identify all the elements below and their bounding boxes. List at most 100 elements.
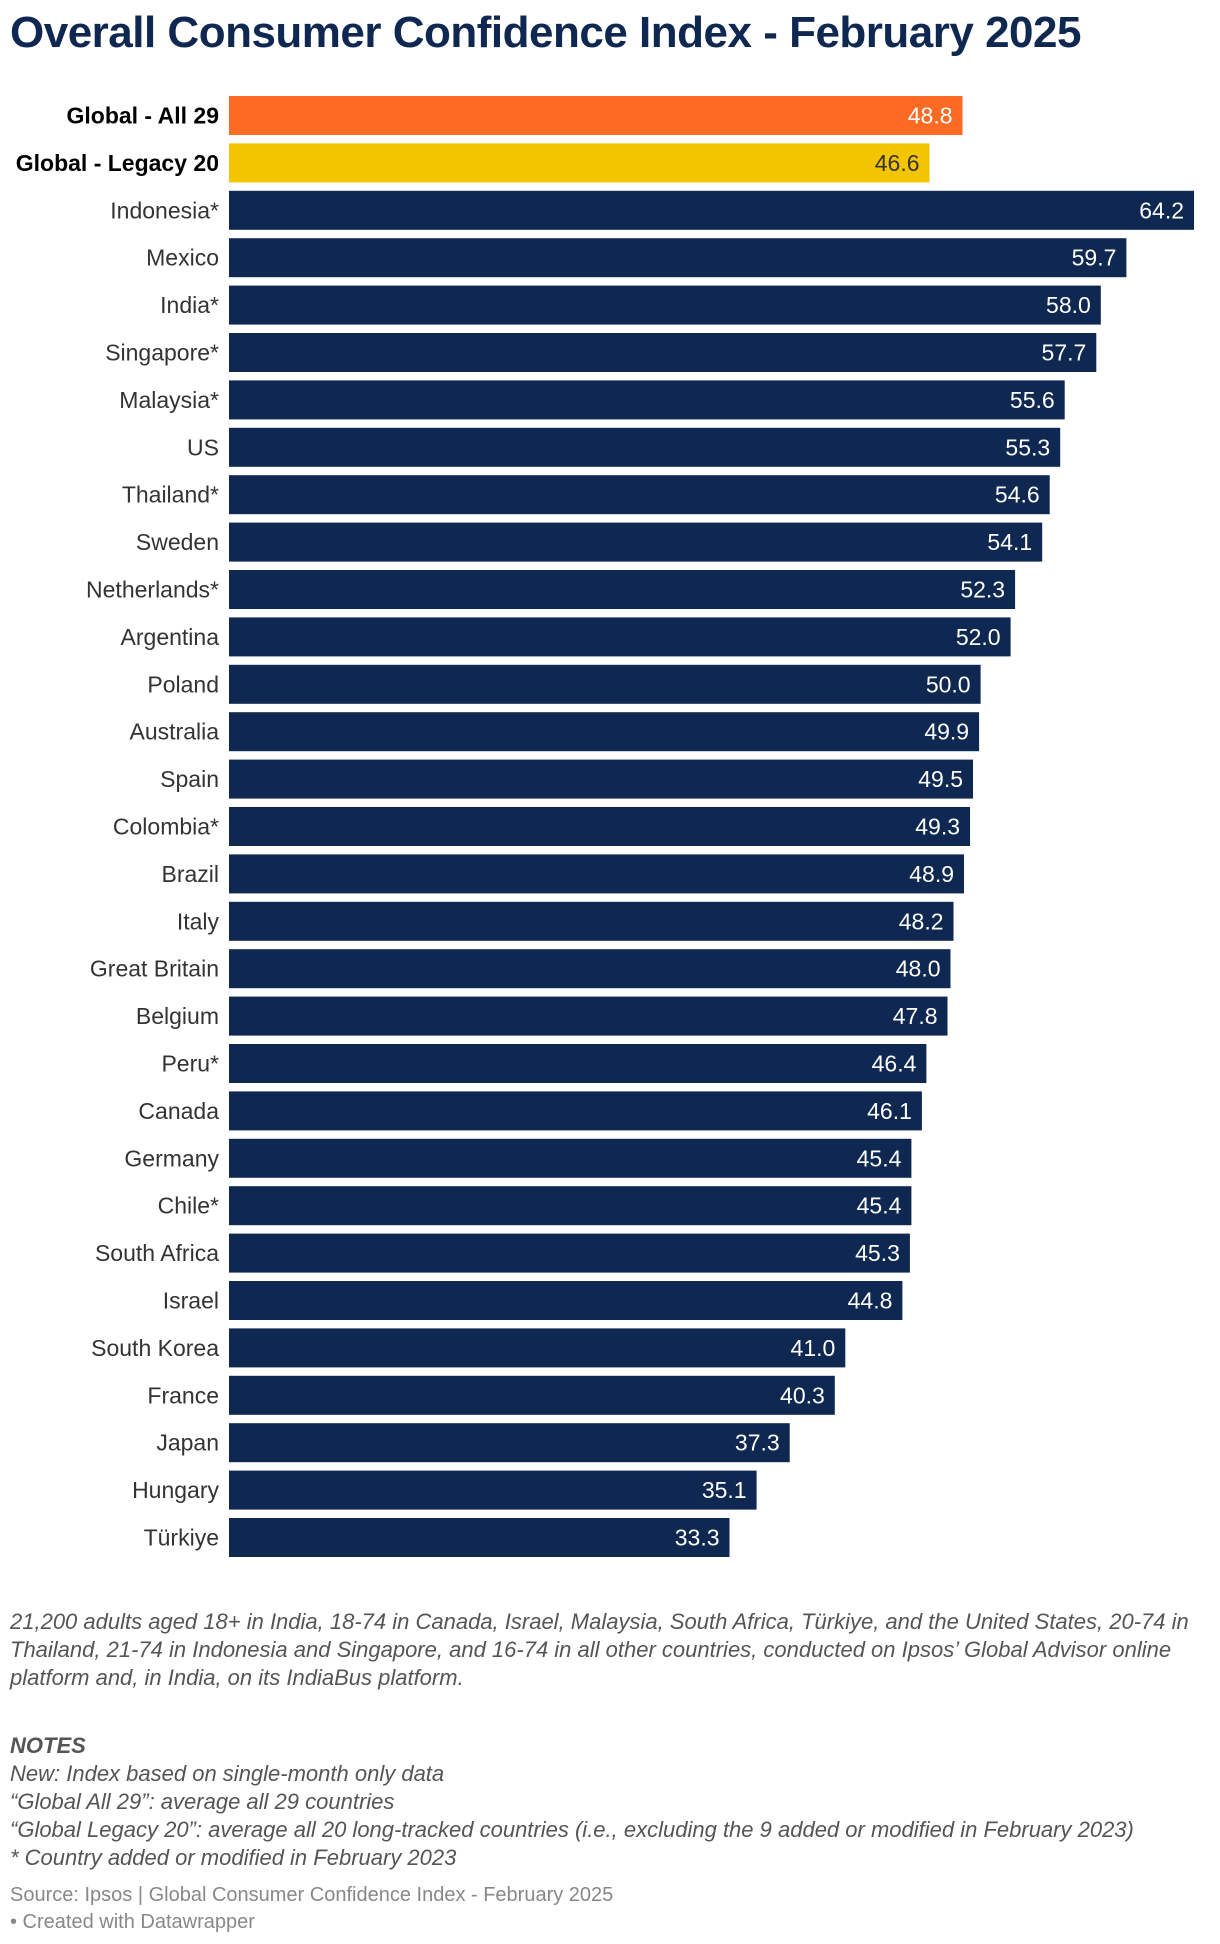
- category-label: Spain: [160, 766, 219, 792]
- datawrapper-credit: • Created with Datawrapper: [10, 1911, 255, 1933]
- bar: [229, 901, 954, 941]
- bar: [229, 664, 981, 704]
- value-label: 49.5: [918, 766, 963, 792]
- bar: [229, 238, 1127, 278]
- bar: [229, 996, 948, 1036]
- category-label: Peru*: [161, 1051, 219, 1077]
- bar-row: Global - All 29 48.8: [66, 96, 963, 135]
- bar: [229, 1138, 912, 1178]
- bar: [229, 759, 973, 799]
- category-label: US: [187, 434, 219, 460]
- value-label: 37.3: [735, 1430, 780, 1456]
- value-label: 55.6: [1010, 387, 1055, 413]
- value-label: 48.2: [899, 908, 944, 934]
- value-label: 55.3: [1005, 434, 1050, 460]
- bar-row: Colombia* 49.3: [113, 807, 970, 846]
- category-label: Argentina: [121, 624, 220, 650]
- bar-row: Japan 37.3: [156, 1423, 790, 1463]
- bar: [229, 1423, 790, 1463]
- notes-heading: NOTES: [10, 1733, 86, 1758]
- value-label: 54.6: [995, 482, 1040, 508]
- value-label: 64.2: [1139, 197, 1184, 223]
- bar-row: India* 58.0: [160, 285, 1101, 325]
- value-label: 46.1: [867, 1098, 912, 1124]
- value-label: 57.7: [1042, 340, 1087, 366]
- category-label: Great Britain: [90, 956, 219, 982]
- bar: [229, 475, 1050, 515]
- category-label: Global - All 29: [66, 103, 219, 129]
- bar-row: Malaysia* 55.6: [119, 380, 1065, 420]
- bar: [229, 807, 970, 846]
- bar-row: Indonesia* 64.2: [110, 190, 1194, 230]
- value-label: 45.4: [857, 1145, 902, 1171]
- bar: [229, 333, 1097, 372]
- category-label: Germany: [124, 1145, 219, 1171]
- category-label: Mexico: [146, 245, 219, 271]
- bar-row: Global - Legacy 20 46.6: [16, 143, 930, 183]
- bar-row: Belgium 47.8: [136, 996, 948, 1036]
- bar-row: Canada 46.1: [138, 1091, 922, 1131]
- category-label: India*: [160, 292, 219, 318]
- value-label: 45.4: [857, 1193, 902, 1219]
- bar-row: Brazil 48.9: [161, 854, 964, 894]
- value-label: 46.4: [872, 1051, 917, 1077]
- bar-row: Argentina 52.0: [121, 617, 1011, 657]
- category-label: Belgium: [136, 1003, 219, 1029]
- bar: [229, 1091, 922, 1131]
- bar-row: South Korea 41.0: [91, 1328, 846, 1368]
- bar: [229, 427, 1061, 467]
- bar-row: Australia 49.9: [130, 712, 980, 752]
- source-text: Source: Ipsos | Global Consumer Confiden…: [10, 1884, 614, 1906]
- bar: [229, 1233, 910, 1273]
- value-label: 46.6: [875, 150, 920, 176]
- category-label: South Korea: [91, 1335, 219, 1361]
- bar: [229, 380, 1065, 420]
- category-label: Italy: [177, 908, 220, 934]
- category-label: Thailand*: [122, 482, 219, 508]
- bar-row: Chile* 45.4: [158, 1186, 912, 1226]
- bar-row: US 55.3: [187, 427, 1061, 467]
- bar: [229, 1044, 927, 1083]
- category-label: Japan: [156, 1430, 219, 1456]
- bar-row: Sweden 54.1: [136, 522, 1043, 562]
- bar-row: Peru* 46.4: [161, 1044, 927, 1083]
- note-line: “Global All 29”: average all 29 countrie…: [10, 1789, 395, 1814]
- value-label: 45.3: [855, 1240, 900, 1266]
- bar: [229, 1328, 846, 1368]
- value-label: 52.3: [960, 577, 1005, 603]
- bar-row: Germany 45.4: [124, 1138, 912, 1178]
- value-label: 49.3: [915, 814, 960, 840]
- bar: [229, 190, 1194, 230]
- value-label: 40.3: [780, 1382, 825, 1408]
- bar-row: Singapore* 57.7: [105, 333, 1097, 372]
- bar: [229, 143, 930, 183]
- value-label: 52.0: [956, 624, 1001, 650]
- value-label: 54.1: [987, 529, 1032, 555]
- value-label: 47.8: [893, 1003, 938, 1029]
- bar: [229, 1518, 730, 1557]
- category-label: Türkiye: [144, 1525, 219, 1551]
- value-label: 58.0: [1046, 292, 1091, 318]
- category-label: Chile*: [158, 1193, 219, 1219]
- bar-row: France 40.3: [147, 1375, 835, 1415]
- bar-row: South Africa 45.3: [95, 1233, 910, 1273]
- source-block: Source: Ipsos | Global Consumer Confiden…: [10, 1882, 1205, 1936]
- bar-row: Netherlands* 52.3: [86, 570, 1016, 609]
- value-label: 35.1: [702, 1477, 747, 1503]
- bar: [229, 1375, 835, 1415]
- bar: [229, 1281, 903, 1320]
- notes-block: NOTES New: Index based on single-month o…: [10, 1732, 1205, 1872]
- value-label: 48.9: [909, 861, 954, 887]
- value-label: 41.0: [791, 1335, 836, 1361]
- bar: [229, 285, 1101, 325]
- bar: [229, 522, 1043, 562]
- value-label: 59.7: [1072, 245, 1117, 271]
- bar: [229, 949, 951, 989]
- category-label: Poland: [147, 671, 219, 697]
- value-label: 33.3: [675, 1525, 720, 1551]
- bar: [229, 712, 980, 752]
- bar-row: Thailand* 54.6: [122, 475, 1050, 515]
- bar: [229, 1470, 757, 1510]
- category-label: Israel: [163, 1288, 219, 1314]
- category-label: Canada: [138, 1098, 219, 1124]
